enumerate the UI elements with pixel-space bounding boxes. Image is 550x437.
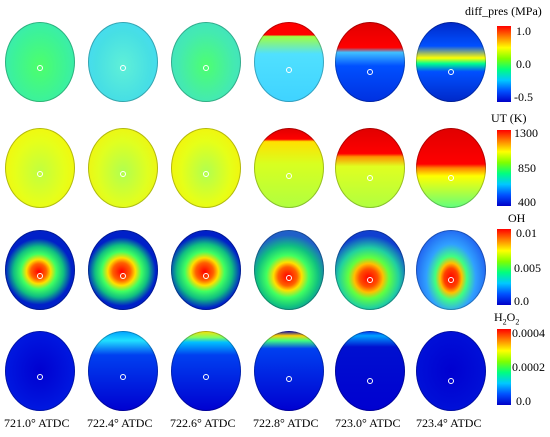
spark-marker-icon bbox=[203, 374, 209, 380]
panel-h2o2-722.4 bbox=[88, 331, 158, 411]
colorbar-tick: 850 bbox=[518, 161, 536, 175]
spark-marker-icon bbox=[286, 275, 292, 281]
panel-diff-pres-723.0 bbox=[335, 22, 405, 102]
panel-diff-pres-721.0 bbox=[5, 22, 75, 102]
spark-marker-icon bbox=[286, 67, 292, 73]
colorbar-h2o2 bbox=[497, 329, 511, 405]
spark-marker-icon bbox=[120, 65, 126, 71]
panel-oh-723.4 bbox=[416, 230, 486, 310]
colorbar-tick: 0.0004 bbox=[512, 326, 545, 340]
spark-marker-icon bbox=[367, 378, 373, 384]
colorbar-ut bbox=[497, 130, 511, 206]
colorbar-title-h2o2: H2O2 bbox=[494, 310, 520, 327]
colorbar-tick: 1.0 bbox=[516, 24, 531, 38]
panel-h2o2-722.8 bbox=[254, 331, 324, 411]
colorbar-diff-pres bbox=[497, 26, 511, 102]
spark-marker-icon bbox=[203, 171, 209, 177]
panel-diff-pres-722.4 bbox=[88, 22, 158, 102]
spark-marker-icon bbox=[286, 376, 292, 382]
colorbar-tick: -0.5 bbox=[514, 90, 533, 104]
spark-marker-icon bbox=[448, 175, 454, 181]
spark-marker-icon bbox=[448, 69, 454, 75]
panel-ut-723.0 bbox=[335, 128, 405, 208]
spark-marker-icon bbox=[203, 273, 209, 279]
spark-marker-icon bbox=[37, 374, 43, 380]
panel-h2o2-721.0 bbox=[5, 331, 75, 411]
panel-h2o2-722.6 bbox=[171, 331, 241, 411]
spark-marker-icon bbox=[367, 175, 373, 181]
spark-marker-icon bbox=[37, 273, 43, 279]
spark-marker-icon bbox=[367, 69, 373, 75]
crank-angle-label: 723.0° ATDC bbox=[335, 416, 401, 430]
panel-oh-721.0 bbox=[5, 230, 75, 310]
spark-marker-icon bbox=[120, 171, 126, 177]
spark-marker-icon bbox=[203, 65, 209, 71]
colorbar-title-oh: OH bbox=[508, 211, 526, 225]
colorbar-title-ut: UT (K) bbox=[491, 111, 527, 125]
colorbar-tick: 0.0 bbox=[516, 394, 531, 408]
panel-oh-722.4 bbox=[88, 230, 158, 310]
panel-ut-722.4 bbox=[88, 128, 158, 208]
colorbar-oh bbox=[497, 229, 511, 305]
panel-diff-pres-722.6 bbox=[171, 22, 241, 102]
spark-marker-icon bbox=[286, 173, 292, 179]
spark-marker-icon bbox=[120, 273, 126, 279]
crank-angle-label: 723.4° ATDC bbox=[416, 416, 482, 430]
colorbar-tick: 0.0 bbox=[516, 57, 531, 71]
panel-ut-722.6 bbox=[171, 128, 241, 208]
crank-angle-label: 722.4° ATDC bbox=[87, 416, 153, 430]
crank-angle-label: 722.6° ATDC bbox=[170, 416, 236, 430]
colorbar-tick: 0.01 bbox=[516, 226, 537, 240]
panel-ut-722.8 bbox=[254, 128, 324, 208]
colorbar-tick: 400 bbox=[518, 195, 536, 209]
panel-ut-721.0 bbox=[5, 128, 75, 208]
crank-angle-label: 722.8° ATDC bbox=[253, 416, 319, 430]
panel-diff-pres-722.8 bbox=[254, 22, 324, 102]
colorbar-tick: 0.0 bbox=[514, 294, 529, 308]
panel-diff-pres-723.4 bbox=[416, 22, 486, 102]
spark-marker-icon bbox=[120, 374, 126, 380]
panel-oh-722.6 bbox=[171, 230, 241, 310]
colorbar-tick: 1300 bbox=[514, 126, 538, 140]
panel-ut-723.4 bbox=[416, 128, 486, 208]
panel-h2o2-723.0 bbox=[335, 331, 405, 411]
colorbar-tick: 0.005 bbox=[514, 261, 541, 275]
spark-marker-icon bbox=[367, 277, 373, 283]
panel-h2o2-723.4 bbox=[416, 331, 486, 411]
spark-marker-icon bbox=[37, 65, 43, 71]
panel-oh-723.0 bbox=[335, 230, 405, 310]
panel-oh-722.8 bbox=[254, 230, 324, 310]
colorbar-title-diff-pres: diff_pres (MPa) bbox=[465, 4, 542, 18]
spark-marker-icon bbox=[448, 277, 454, 283]
spark-marker-icon bbox=[37, 171, 43, 177]
spark-marker-icon bbox=[448, 378, 454, 384]
colorbar-tick: 0.0002 bbox=[512, 360, 545, 374]
crank-angle-label: 721.0° ATDC bbox=[4, 416, 70, 430]
